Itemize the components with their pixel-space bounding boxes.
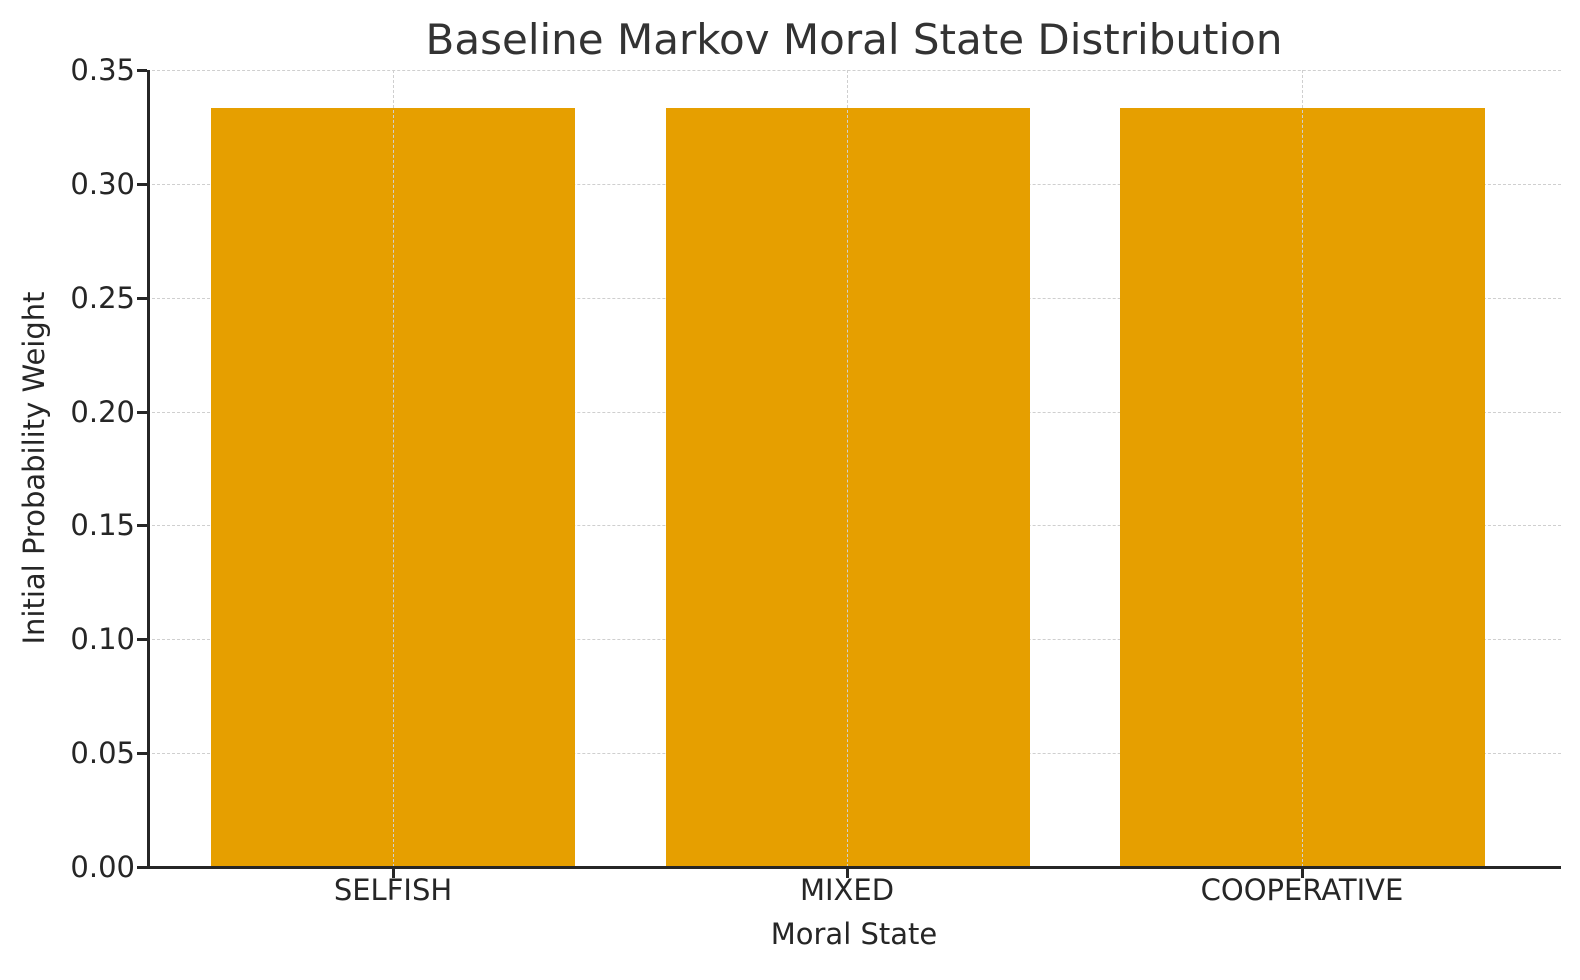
gridline-x-selfish (393, 70, 394, 867)
xtick-label-selfish: SELFISH (333, 873, 453, 907)
bar-mixed (666, 108, 1030, 867)
xtick-mark (1301, 868, 1304, 878)
xtick-label-cooperative: COOPERATIVE (1200, 873, 1404, 907)
x-axis-spine (147, 866, 1561, 869)
ytick-mark (137, 297, 147, 300)
gridline-x-cooperative (1302, 70, 1303, 867)
y-axis-label: Initial Probability Weight (17, 291, 51, 645)
xtick-mark (392, 868, 395, 878)
xtick-mark (846, 868, 849, 878)
ytick-mark (137, 411, 147, 414)
plot-area (147, 70, 1561, 867)
gridline-y-0.35 (147, 70, 1561, 71)
xtick-label-mixed: MIXED (799, 873, 895, 907)
gridline-x-mixed (847, 70, 848, 867)
ytick-label: 0.20 (70, 395, 135, 429)
ytick-mark (137, 524, 147, 527)
ytick-label: 0.15 (70, 508, 135, 542)
ytick-label: 0.30 (70, 167, 135, 201)
ytick-mark (137, 69, 147, 72)
chart-title: Baseline Markov Moral State Distribution (425, 15, 1283, 64)
ytick-mark (137, 866, 147, 869)
ytick-label: 0.00 (70, 850, 135, 884)
ytick-mark (137, 752, 147, 755)
ytick-label: 0.25 (70, 281, 135, 315)
y-axis-spine (147, 70, 150, 868)
ytick-label: 0.10 (70, 622, 135, 656)
ytick-mark (137, 638, 147, 641)
ytick-mark (137, 183, 147, 186)
x-axis-label: Moral State (770, 917, 938, 951)
ytick-label: 0.05 (70, 736, 135, 770)
ytick-label: 0.35 (70, 53, 135, 87)
